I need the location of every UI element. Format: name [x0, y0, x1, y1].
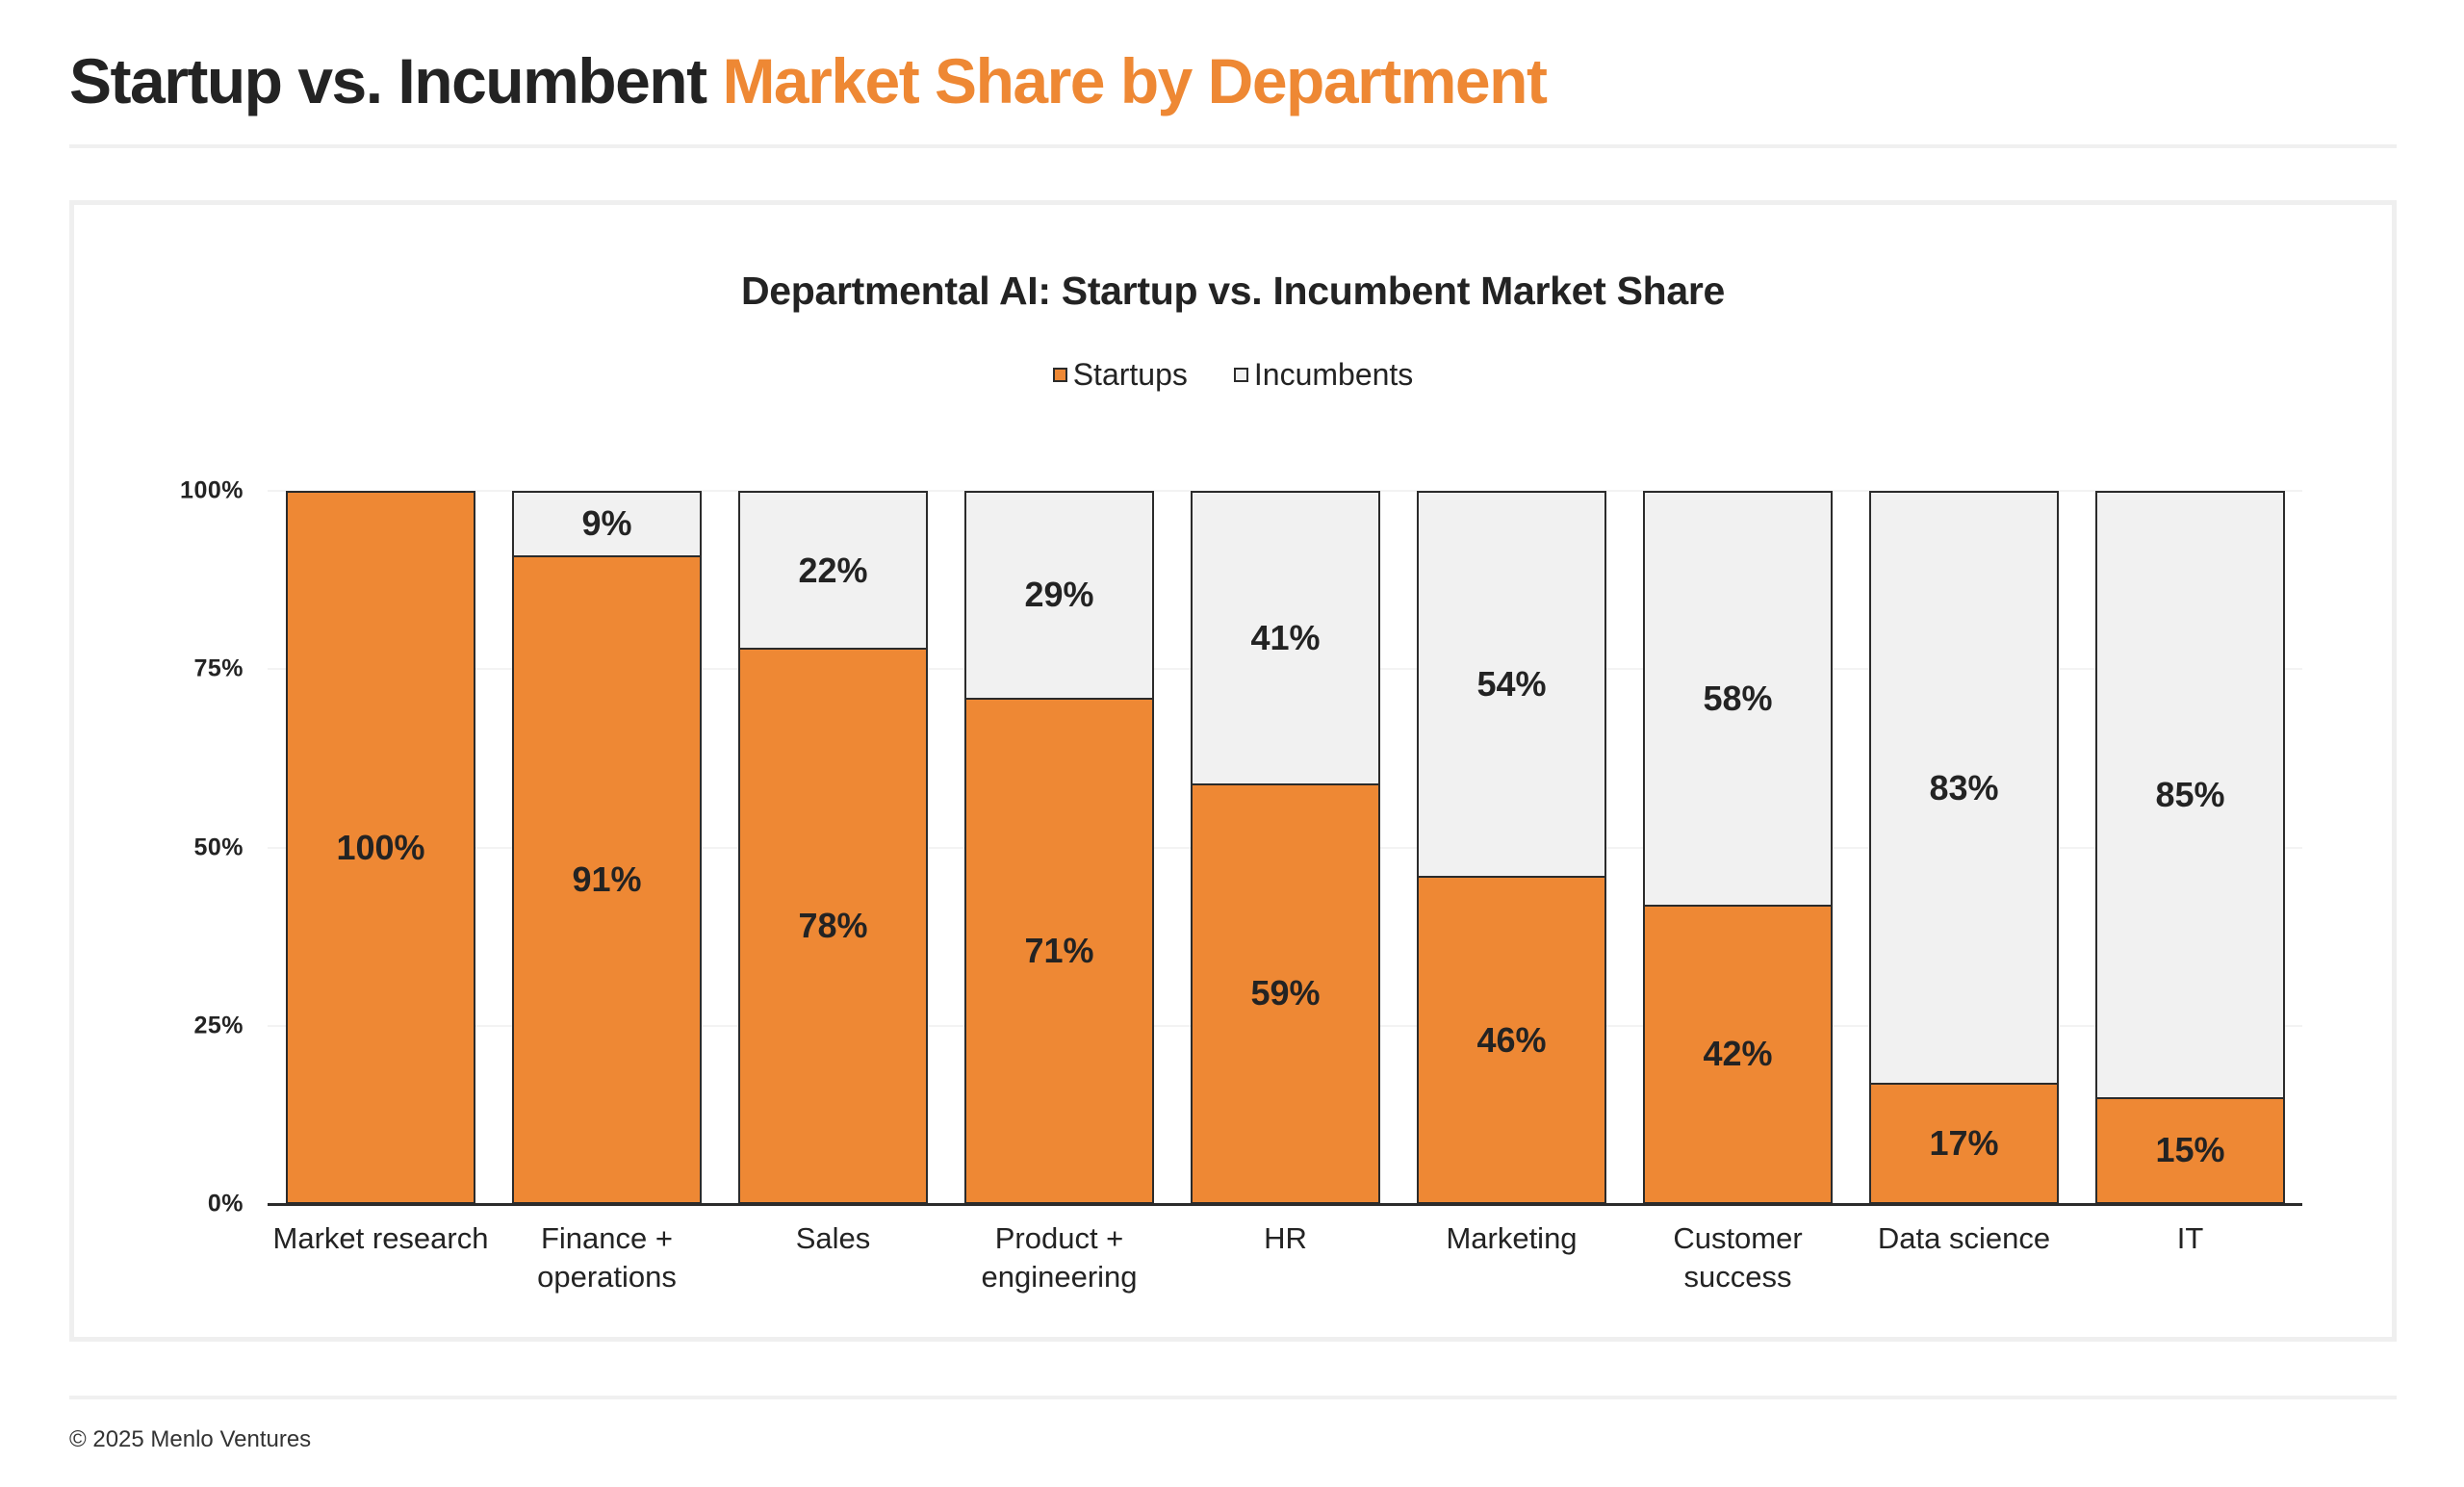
page-title: Startup vs. Incumbent Market Share by De… — [69, 42, 1548, 119]
bar-finance-operations[interactable]: 9% 91% — [512, 491, 702, 1204]
bar-it[interactable]: 85% 15% — [2095, 491, 2285, 1204]
x-category-label: Market research — [272, 1221, 489, 1255]
bar-segment-startups[interactable]: 100% — [286, 491, 475, 1204]
bar-market-research[interactable]: 100% — [286, 491, 475, 1204]
chart-title: Departmental AI: Startup vs. Incumbent M… — [740, 269, 1726, 313]
y-tick-label: 100% — [180, 476, 244, 504]
x-category-label: Marketing — [1446, 1221, 1578, 1255]
x-category-label: Data science — [1877, 1221, 2051, 1255]
bar-segment-startups[interactable]: 59% — [1191, 782, 1380, 1204]
bar-segment-incumbents[interactable]: 85% — [2095, 491, 2285, 1099]
y-tick-label: 75% — [193, 654, 244, 682]
x-category-label: Product + engineering — [981, 1221, 1138, 1294]
y-tick-label: 0% — [207, 1190, 244, 1218]
footer-divider — [69, 1396, 2397, 1399]
legend-item-incumbents: Incumbents — [1233, 357, 1414, 393]
legend-label-startups: Startups — [1072, 357, 1188, 392]
bar-segment-startups[interactable]: 78% — [738, 648, 928, 1204]
bar-segment-incumbents[interactable]: 29% — [964, 491, 1154, 700]
bar-data-science[interactable]: 83% 17% — [1869, 491, 2059, 1204]
x-category-label: Sales — [795, 1221, 871, 1255]
bar-hr[interactable]: 41% 59% — [1191, 491, 1380, 1204]
bar-segment-startups[interactable]: 46% — [1417, 876, 1606, 1204]
legend-swatch-incumbents — [1233, 368, 1248, 382]
x-category-label: Customer success — [1673, 1221, 1803, 1294]
bar-segment-incumbents[interactable]: 22% — [738, 491, 928, 651]
bar-segment-startups[interactable]: 91% — [512, 554, 702, 1204]
bar-segment-incumbents[interactable]: 54% — [1417, 491, 1606, 879]
bar-segment-incumbents[interactable]: 9% — [512, 491, 702, 557]
legend-item-startups: Startups — [1052, 357, 1188, 393]
bar-segment-incumbents[interactable]: 83% — [1869, 491, 2059, 1086]
bar-marketing[interactable]: 54% 46% — [1417, 491, 1606, 1204]
bar-segment-incumbents[interactable]: 41% — [1191, 491, 1380, 785]
bar-product-engineering[interactable]: 29% 71% — [964, 491, 1154, 1204]
copyright: © 2025 Menlo Ventures — [69, 1426, 312, 1452]
bar-segment-startups[interactable]: 17% — [1869, 1083, 2059, 1204]
legend: Startups Incumbents — [74, 357, 2392, 393]
x-category-label: HR — [1264, 1221, 1307, 1255]
header-divider — [69, 144, 2397, 148]
bar-segment-startups[interactable]: 15% — [2095, 1096, 2285, 1204]
bar-segment-startups[interactable]: 42% — [1643, 904, 1833, 1204]
x-axis-line — [268, 1203, 2302, 1206]
page-title-dark: Startup vs. Incumbent — [69, 45, 707, 116]
x-category-label: IT — [2176, 1221, 2204, 1255]
legend-label-incumbents: Incumbents — [1253, 357, 1414, 392]
bar-segment-startups[interactable]: 71% — [964, 697, 1154, 1204]
chart-card: Departmental AI: Startup vs. Incumbent M… — [69, 200, 2397, 1342]
bar-segment-incumbents[interactable]: 58% — [1643, 491, 1833, 907]
bar-customer-success[interactable]: 58% 42% — [1643, 491, 1833, 1204]
bar-sales[interactable]: 22% 78% — [738, 491, 928, 1204]
y-tick-label: 25% — [193, 1012, 244, 1039]
legend-swatch-startups — [1052, 368, 1067, 382]
y-tick-label: 50% — [193, 833, 244, 860]
page-title-accent: Market Share by Department — [722, 45, 1547, 116]
x-category-label: Finance + operations — [537, 1221, 677, 1294]
